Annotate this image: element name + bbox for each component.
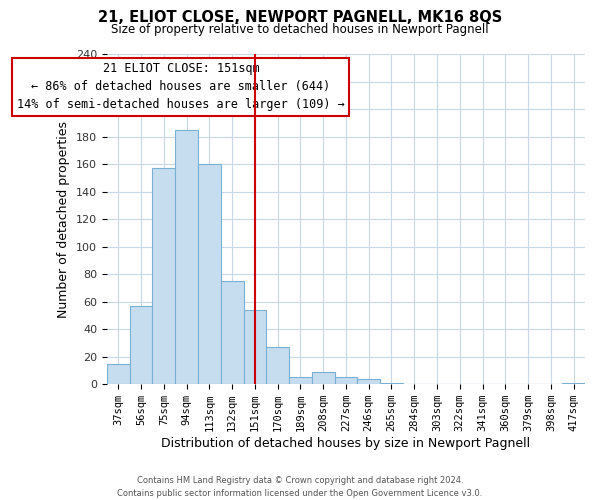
Bar <box>335 378 358 384</box>
Bar <box>244 310 266 384</box>
Text: 21, ELIOT CLOSE, NEWPORT PAGNELL, MK16 8QS: 21, ELIOT CLOSE, NEWPORT PAGNELL, MK16 8… <box>98 10 502 25</box>
Bar <box>358 378 380 384</box>
Bar <box>107 364 130 384</box>
Bar <box>175 130 198 384</box>
Text: 21 ELIOT CLOSE: 151sqm
← 86% of detached houses are smaller (644)
14% of semi-de: 21 ELIOT CLOSE: 151sqm ← 86% of detached… <box>17 62 345 112</box>
Bar <box>562 383 585 384</box>
X-axis label: Distribution of detached houses by size in Newport Pagnell: Distribution of detached houses by size … <box>161 437 530 450</box>
Bar <box>152 168 175 384</box>
Bar <box>221 281 244 384</box>
Y-axis label: Number of detached properties: Number of detached properties <box>58 120 70 318</box>
Bar <box>130 306 152 384</box>
Bar <box>266 347 289 384</box>
Bar <box>312 372 335 384</box>
Text: Size of property relative to detached houses in Newport Pagnell: Size of property relative to detached ho… <box>111 22 489 36</box>
Bar <box>198 164 221 384</box>
Text: Contains HM Land Registry data © Crown copyright and database right 2024.
Contai: Contains HM Land Registry data © Crown c… <box>118 476 482 498</box>
Bar <box>289 378 312 384</box>
Bar <box>380 383 403 384</box>
